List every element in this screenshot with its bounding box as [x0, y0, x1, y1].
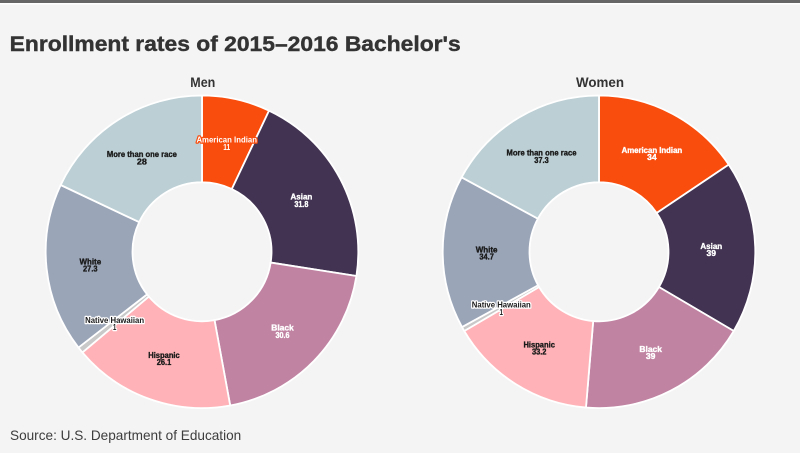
svg-text:Enrollment rates of 2015–2016: Enrollment rates of 2015–2016 Bachelor's [10, 32, 461, 56]
svg-text:Source: U.S. Department of Edu: Source: U.S. Department of Education [10, 428, 241, 443]
svg-text:Men: Men [190, 74, 215, 90]
svg-text:Women: Women [576, 74, 624, 90]
